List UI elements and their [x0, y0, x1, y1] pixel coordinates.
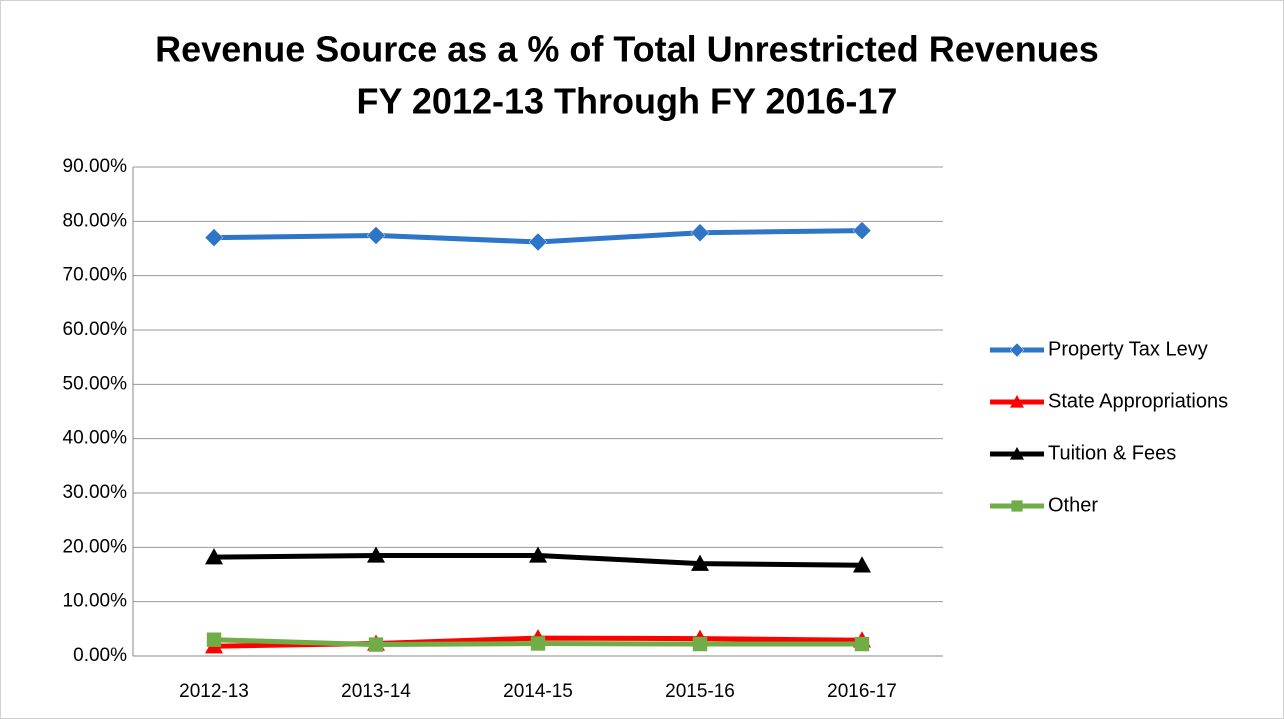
marker [690, 223, 710, 243]
marker [854, 636, 870, 652]
legend-label: State Appropriations [1048, 390, 1228, 412]
chart-title: Revenue Source as a % of Total Unrestric… [155, 29, 1099, 70]
y-tick-label: 70.00% [63, 265, 128, 286]
marker [1009, 342, 1025, 358]
marker [853, 556, 871, 573]
y-tick-label: 10.00% [63, 591, 128, 612]
y-tick-label: 0.00% [73, 645, 127, 666]
y-tick-label: 40.00% [63, 428, 128, 449]
x-tick-label: 2016-17 [827, 681, 897, 702]
x-tick-label: 2015-16 [665, 681, 735, 702]
x-tick-label: 2014-15 [503, 681, 573, 702]
y-tick-label: 20.00% [63, 536, 128, 557]
marker [852, 221, 872, 240]
marker [529, 546, 547, 563]
x-tick-label: 2013-14 [341, 681, 411, 702]
chart-subtitle: FY 2012-13 Through FY 2016-17 [357, 81, 898, 122]
marker [1010, 395, 1024, 408]
legend-label: Tuition & Fees [1048, 442, 1176, 464]
marker [366, 226, 386, 245]
marker [368, 637, 384, 652]
legend-label: Property Tax Levy [1048, 338, 1208, 360]
marker [1010, 447, 1024, 460]
marker [530, 636, 546, 651]
y-tick-label: 80.00% [63, 210, 128, 231]
marker [691, 554, 709, 571]
legend-label: Other [1048, 494, 1098, 516]
marker [204, 228, 224, 247]
y-tick-label: 60.00% [63, 319, 128, 340]
y-tick-label: 50.00% [63, 373, 128, 394]
marker [205, 548, 223, 565]
marker [367, 546, 385, 563]
marker [692, 636, 708, 652]
marker [528, 232, 548, 252]
marker [1011, 500, 1023, 512]
marker [206, 632, 222, 647]
y-tick-label: 30.00% [63, 482, 128, 503]
y-tick-label: 90.00% [63, 156, 128, 177]
x-tick-label: 2012-13 [179, 681, 249, 702]
